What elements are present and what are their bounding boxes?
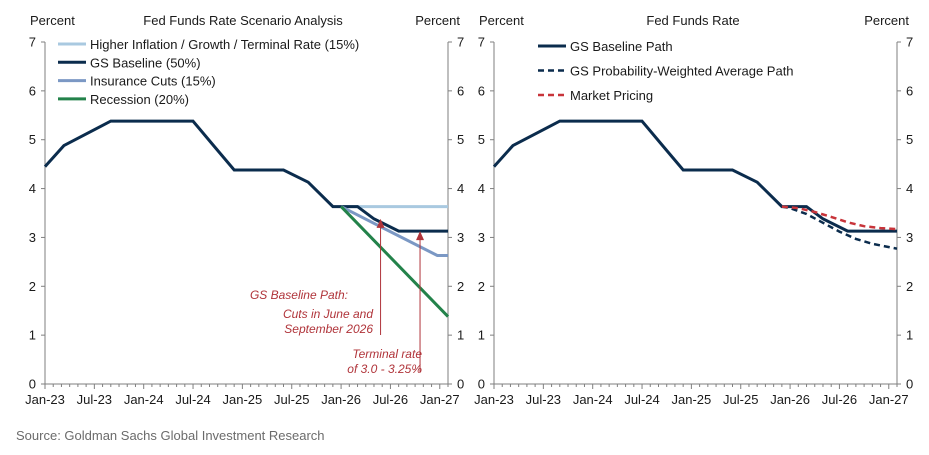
y-tick-label-left: 1 (478, 328, 485, 343)
y-tick-label-left: 4 (29, 181, 36, 196)
y-tick-label-right: 6 (906, 83, 913, 98)
y-tick-label-right: 2 (457, 279, 464, 294)
x-tick-label: Jan-24 (124, 392, 164, 407)
y-tick-label-left: 4 (478, 181, 485, 196)
series-line-3 (340, 205, 448, 257)
y-tick-label-left: 5 (478, 132, 485, 147)
y-tick-label-left: 7 (478, 35, 485, 50)
x-tick-label: Jul-24 (175, 392, 210, 407)
legend-label: GS Baseline Path (570, 39, 673, 54)
y-axis-label-left: Percent (479, 13, 524, 28)
left-chart-panel: Fed Funds Rate Scenario Analysis Percent P… (25, 13, 464, 407)
x-tick-label: Jul-25 (723, 392, 758, 407)
y-tick-label-left: 3 (29, 230, 36, 245)
y-axis-label-left: Percent (30, 13, 75, 28)
y-tick-label-right: 2 (906, 279, 913, 294)
series-line-2 (781, 205, 898, 250)
right-chart-panel: Fed Funds Rate Percent Percent 0 0 1 1 2 2 3 3 4 4 5 5… (474, 13, 913, 407)
y-tick-label-left: 7 (29, 35, 36, 50)
annotation-text: GS Baseline Path: (250, 288, 348, 302)
y-tick-label-right: 6 (457, 83, 464, 98)
y-tick-label-right: 0 (457, 377, 464, 392)
y-tick-label-right: 4 (457, 181, 464, 196)
x-tick-label: Jan-24 (573, 392, 613, 407)
x-tick-label: Jul-23 (526, 392, 561, 407)
y-tick-label-left: 0 (29, 377, 36, 392)
x-tick-label: Jul-24 (624, 392, 659, 407)
y-tick-label-left: 0 (478, 377, 485, 392)
y-tick-label-left: 5 (29, 132, 36, 147)
y-tick-label-right: 7 (457, 35, 464, 50)
series-line-4 (340, 205, 450, 318)
x-tick-label: Jan-23 (25, 392, 65, 407)
x-tick-label: Jul-26 (373, 392, 408, 407)
legend-label: GS Probability-Weighted Average Path (570, 64, 794, 79)
y-tick-label-left: 1 (29, 328, 36, 343)
x-tick-label: Jan-23 (474, 392, 514, 407)
chart-title: Fed Funds Rate Scenario Analysis (143, 13, 343, 28)
x-tick-label: Jul-25 (274, 392, 309, 407)
x-tick-label: Jan-26 (321, 392, 361, 407)
annotation-arrowhead (376, 218, 385, 228)
legend-label: Recession (20%) (90, 92, 189, 107)
series-line-2 (43, 119, 448, 233)
y-tick-label-right: 0 (906, 377, 913, 392)
y-tick-label-right: 3 (906, 230, 913, 245)
y-tick-label-right: 1 (906, 328, 913, 343)
y-tick-label-right: 5 (457, 132, 464, 147)
annotation-text: September 2026 (284, 322, 373, 336)
source-note: Source: Goldman Sachs Global Investment … (16, 428, 325, 443)
annotation-text: of 3.0 - 3.25% (347, 362, 422, 376)
annotation-text: Cuts in June and (283, 307, 373, 321)
y-tick-label-right: 3 (457, 230, 464, 245)
y-tick-label-right: 5 (906, 132, 913, 147)
y-tick-label-left: 3 (478, 230, 485, 245)
annotation-arrowhead (416, 231, 425, 241)
chart-title: Fed Funds Rate (646, 13, 739, 28)
y-axis-label-right: Percent (864, 13, 909, 28)
y-tick-label-right: 1 (457, 328, 464, 343)
x-tick-label: Jan-25 (223, 392, 263, 407)
x-tick-label: Jan-27 (869, 392, 909, 407)
legend-label: Insurance Cuts (15%) (90, 74, 216, 89)
x-tick-label: Jul-23 (77, 392, 112, 407)
y-tick-label-left: 6 (29, 83, 36, 98)
x-tick-label: Jan-27 (420, 392, 460, 407)
x-tick-label: Jul-26 (822, 392, 857, 407)
y-tick-label-right: 4 (906, 181, 913, 196)
y-tick-label-left: 2 (478, 279, 485, 294)
series-line-1 (492, 119, 897, 233)
y-tick-label-left: 6 (478, 83, 485, 98)
y-axis-label-right: Percent (415, 13, 460, 28)
x-tick-label: Jan-26 (770, 392, 810, 407)
annotation-text: Terminal rate (352, 347, 422, 361)
y-tick-label-left: 2 (29, 279, 36, 294)
x-tick-label: Jan-25 (672, 392, 712, 407)
legend-label: GS Baseline (50%) (90, 55, 201, 70)
legend-label: Higher Inflation / Growth / Terminal Rat… (90, 37, 359, 52)
figure: Fed Funds Rate Scenario Analysis Percent P… (25, 13, 913, 407)
legend-label: Market Pricing (570, 88, 653, 103)
y-tick-label-right: 7 (906, 35, 913, 50)
